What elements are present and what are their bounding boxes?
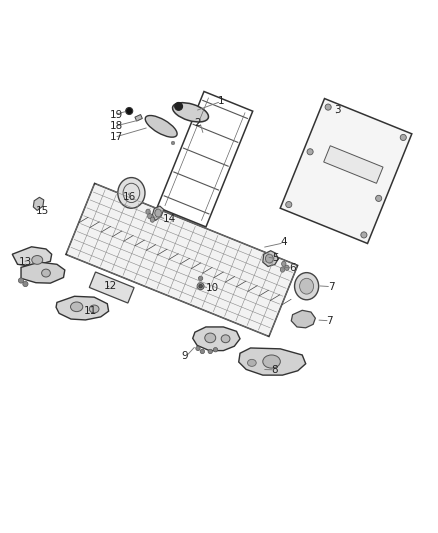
Text: 5: 5: [272, 253, 279, 263]
Ellipse shape: [118, 177, 145, 208]
Polygon shape: [280, 99, 412, 244]
Circle shape: [196, 346, 200, 351]
Ellipse shape: [145, 116, 177, 137]
Ellipse shape: [205, 333, 215, 343]
Circle shape: [18, 278, 24, 283]
Ellipse shape: [247, 359, 256, 366]
Text: 1: 1: [218, 96, 224, 107]
Text: 14: 14: [162, 214, 176, 224]
Polygon shape: [21, 262, 65, 283]
Ellipse shape: [89, 305, 99, 313]
Text: 3: 3: [334, 104, 340, 115]
Ellipse shape: [280, 267, 285, 272]
Circle shape: [23, 281, 28, 287]
Text: 7: 7: [328, 281, 334, 292]
Ellipse shape: [32, 255, 43, 264]
Ellipse shape: [285, 265, 289, 270]
Text: 16: 16: [123, 192, 136, 203]
Polygon shape: [152, 206, 164, 221]
Polygon shape: [12, 247, 52, 266]
Polygon shape: [66, 183, 298, 336]
Ellipse shape: [221, 335, 230, 343]
Polygon shape: [56, 296, 109, 320]
Text: 12: 12: [104, 281, 117, 291]
Polygon shape: [89, 272, 134, 303]
Polygon shape: [263, 251, 278, 266]
Text: 9: 9: [182, 351, 188, 361]
Ellipse shape: [265, 254, 273, 263]
Ellipse shape: [282, 261, 286, 266]
Text: 19: 19: [110, 109, 123, 119]
Circle shape: [197, 282, 204, 290]
Ellipse shape: [173, 103, 208, 122]
Text: 15: 15: [36, 206, 49, 216]
Text: 11: 11: [84, 306, 97, 316]
Polygon shape: [135, 115, 142, 121]
Text: 18: 18: [110, 122, 123, 131]
Ellipse shape: [155, 209, 161, 217]
Polygon shape: [239, 348, 306, 375]
Text: 6: 6: [289, 263, 296, 273]
Ellipse shape: [71, 302, 83, 312]
Circle shape: [286, 201, 292, 208]
Circle shape: [198, 276, 203, 280]
Text: 10: 10: [206, 283, 219, 293]
Circle shape: [376, 195, 382, 201]
Circle shape: [171, 141, 175, 145]
Text: 8: 8: [272, 365, 278, 375]
Circle shape: [200, 349, 205, 354]
Polygon shape: [291, 310, 315, 328]
Ellipse shape: [263, 355, 280, 368]
Ellipse shape: [300, 278, 314, 294]
Circle shape: [208, 349, 212, 354]
Text: 7: 7: [326, 316, 333, 326]
Circle shape: [199, 285, 202, 288]
Text: 4: 4: [280, 237, 287, 247]
Ellipse shape: [146, 209, 150, 214]
Polygon shape: [324, 146, 383, 183]
Circle shape: [361, 232, 367, 238]
Polygon shape: [33, 197, 44, 211]
Circle shape: [213, 348, 218, 352]
Circle shape: [307, 149, 313, 155]
Ellipse shape: [148, 214, 152, 219]
Text: 13: 13: [18, 257, 32, 266]
Circle shape: [126, 108, 133, 115]
Polygon shape: [193, 327, 240, 351]
Text: 2: 2: [194, 118, 201, 128]
Circle shape: [400, 134, 406, 141]
Text: 17: 17: [110, 132, 123, 142]
Ellipse shape: [42, 269, 50, 277]
Ellipse shape: [294, 273, 318, 300]
Circle shape: [175, 102, 183, 110]
Circle shape: [325, 104, 331, 110]
Ellipse shape: [150, 217, 155, 222]
